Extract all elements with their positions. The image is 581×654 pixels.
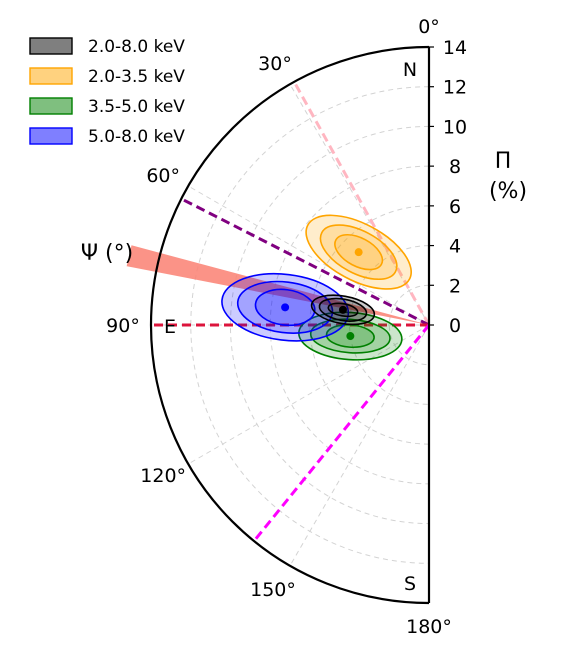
reference-line — [252, 324, 431, 542]
angular-gridline — [187, 324, 430, 465]
legend-swatch — [29, 127, 73, 145]
angular-tick-label: 90° — [106, 315, 140, 337]
series-contours — [305, 214, 413, 290]
legend-swatch — [29, 37, 73, 55]
legend-label: 3.5-5.0 keV — [88, 97, 185, 117]
direction-label-north: N — [403, 59, 417, 81]
radial-gridline — [190, 86, 430, 564]
radial-tick-label: 4 — [449, 236, 461, 258]
angular-tick-label: 60° — [146, 165, 180, 187]
legend-label: 2.0-8.0 keV — [88, 37, 185, 57]
legend: 2.0-8.0 keV 2.0-3.5 keV 3.5-5.0 keV 5.0-8.0… — [29, 37, 185, 147]
radial-tick-label: 12 — [443, 77, 467, 99]
legend-label: 5.0-8.0 keV — [88, 127, 185, 147]
radial-axis-title-line1: Π — [495, 149, 512, 174]
angular-tick-label: 30° — [258, 53, 292, 75]
angular-tick-label: 150° — [250, 579, 296, 601]
radial-tick-label: 2 — [449, 275, 461, 297]
legend-swatch — [29, 67, 73, 85]
angular-gridline — [187, 185, 430, 326]
legend-label: 2.0-3.5 keV — [88, 67, 185, 87]
angular-tick-label: 120° — [140, 465, 186, 487]
radial-tick-label: 10 — [443, 116, 467, 138]
legend-swatch — [29, 97, 73, 115]
angular-axis-title: Ψ (°) — [81, 241, 133, 266]
angular-tick-label: 0° — [418, 16, 440, 38]
direction-label-east: E — [164, 316, 176, 338]
reference-line — [180, 197, 430, 327]
radial-tick-labels: 0 2 4 6 8 10 12 14 — [429, 37, 467, 337]
polar-frame-arc — [149, 45, 430, 605]
best-fit-point — [281, 303, 290, 312]
reference-lines — [151, 81, 431, 542]
best-fit-point — [338, 305, 347, 314]
radial-gridline — [349, 245, 430, 405]
best-fit-point — [346, 332, 355, 341]
series-contours — [310, 294, 376, 326]
series-contours — [221, 272, 350, 342]
band-layer — [126, 245, 430, 325]
direction-label-south: S — [404, 573, 416, 595]
contour-layer — [221, 214, 413, 361]
radial-tick-label: 8 — [449, 156, 461, 178]
angular-tick-labels: 0° 30° 60° 90° 120° 150° 180° — [106, 16, 452, 638]
radial-gridline — [309, 205, 430, 445]
best-fit-point — [354, 248, 363, 257]
shaded-angle-band — [126, 245, 430, 325]
radial-gridline — [269, 165, 430, 485]
radial-tick-label: 14 — [443, 37, 467, 59]
radial-tick-label: 0 — [449, 315, 461, 337]
reference-line — [292, 81, 431, 326]
angular-gridline — [289, 324, 430, 567]
radial-tick-label: 6 — [449, 196, 461, 218]
radial-axis-title-line2: (%) — [489, 179, 527, 204]
angular-tick-label: 180° — [406, 616, 452, 638]
